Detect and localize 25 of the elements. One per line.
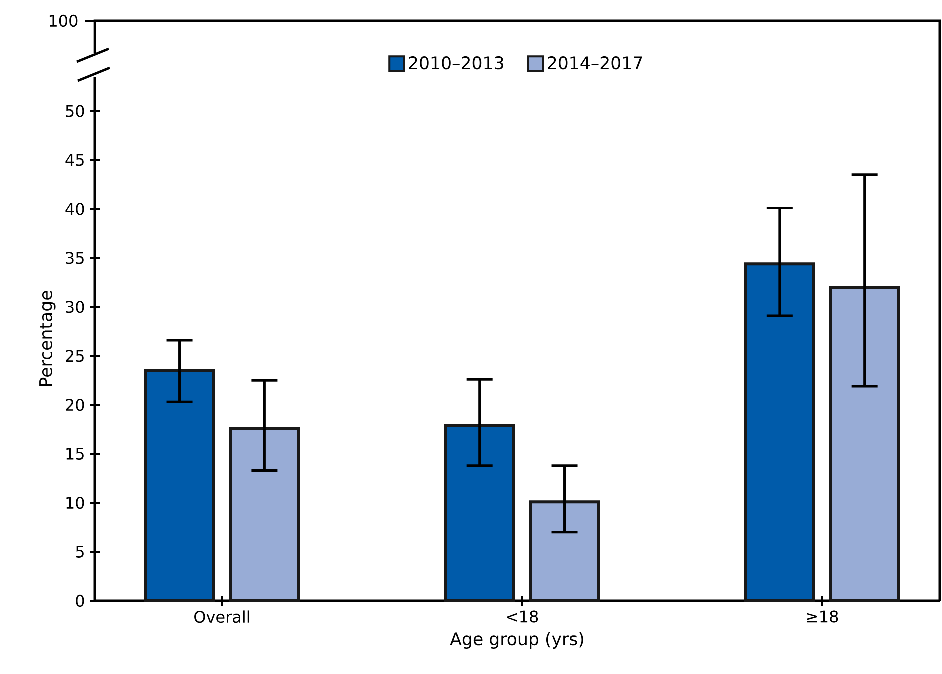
bar (744, 262, 816, 602)
bar (829, 286, 900, 602)
bar (229, 427, 300, 602)
y-tick-label: 35 (66, 252, 84, 264)
y-tick-label: 25 (66, 350, 84, 362)
y-tick-label: 5 (76, 546, 84, 558)
x-tick-label: Overall (194, 610, 250, 624)
text: 100 (50, 14, 78, 28)
legend-label: 2014–2017 (548, 56, 642, 70)
y-tick-label: 0 (76, 594, 84, 608)
y-tick-label: 30 (66, 301, 84, 314)
y-tick-label: 40 (66, 203, 84, 216)
y-tick-label: 10 (66, 496, 84, 510)
y-tick-label: 15 (66, 448, 84, 460)
bar (529, 500, 600, 602)
y-axis-title: Percentage (40, 291, 56, 386)
y-tick-label: 20 (66, 399, 84, 412)
y-tick-label: 45 (66, 154, 84, 166)
legend-label: 2010–2013 (409, 56, 504, 70)
x-tick-label: <18 (507, 610, 538, 623)
x-axis-title: Age group (yrs) (450, 632, 584, 649)
bar (144, 369, 216, 602)
bar (444, 424, 516, 602)
y-tick-label: 50 (66, 105, 84, 118)
x-tick-label: ≥18 (807, 610, 838, 623)
